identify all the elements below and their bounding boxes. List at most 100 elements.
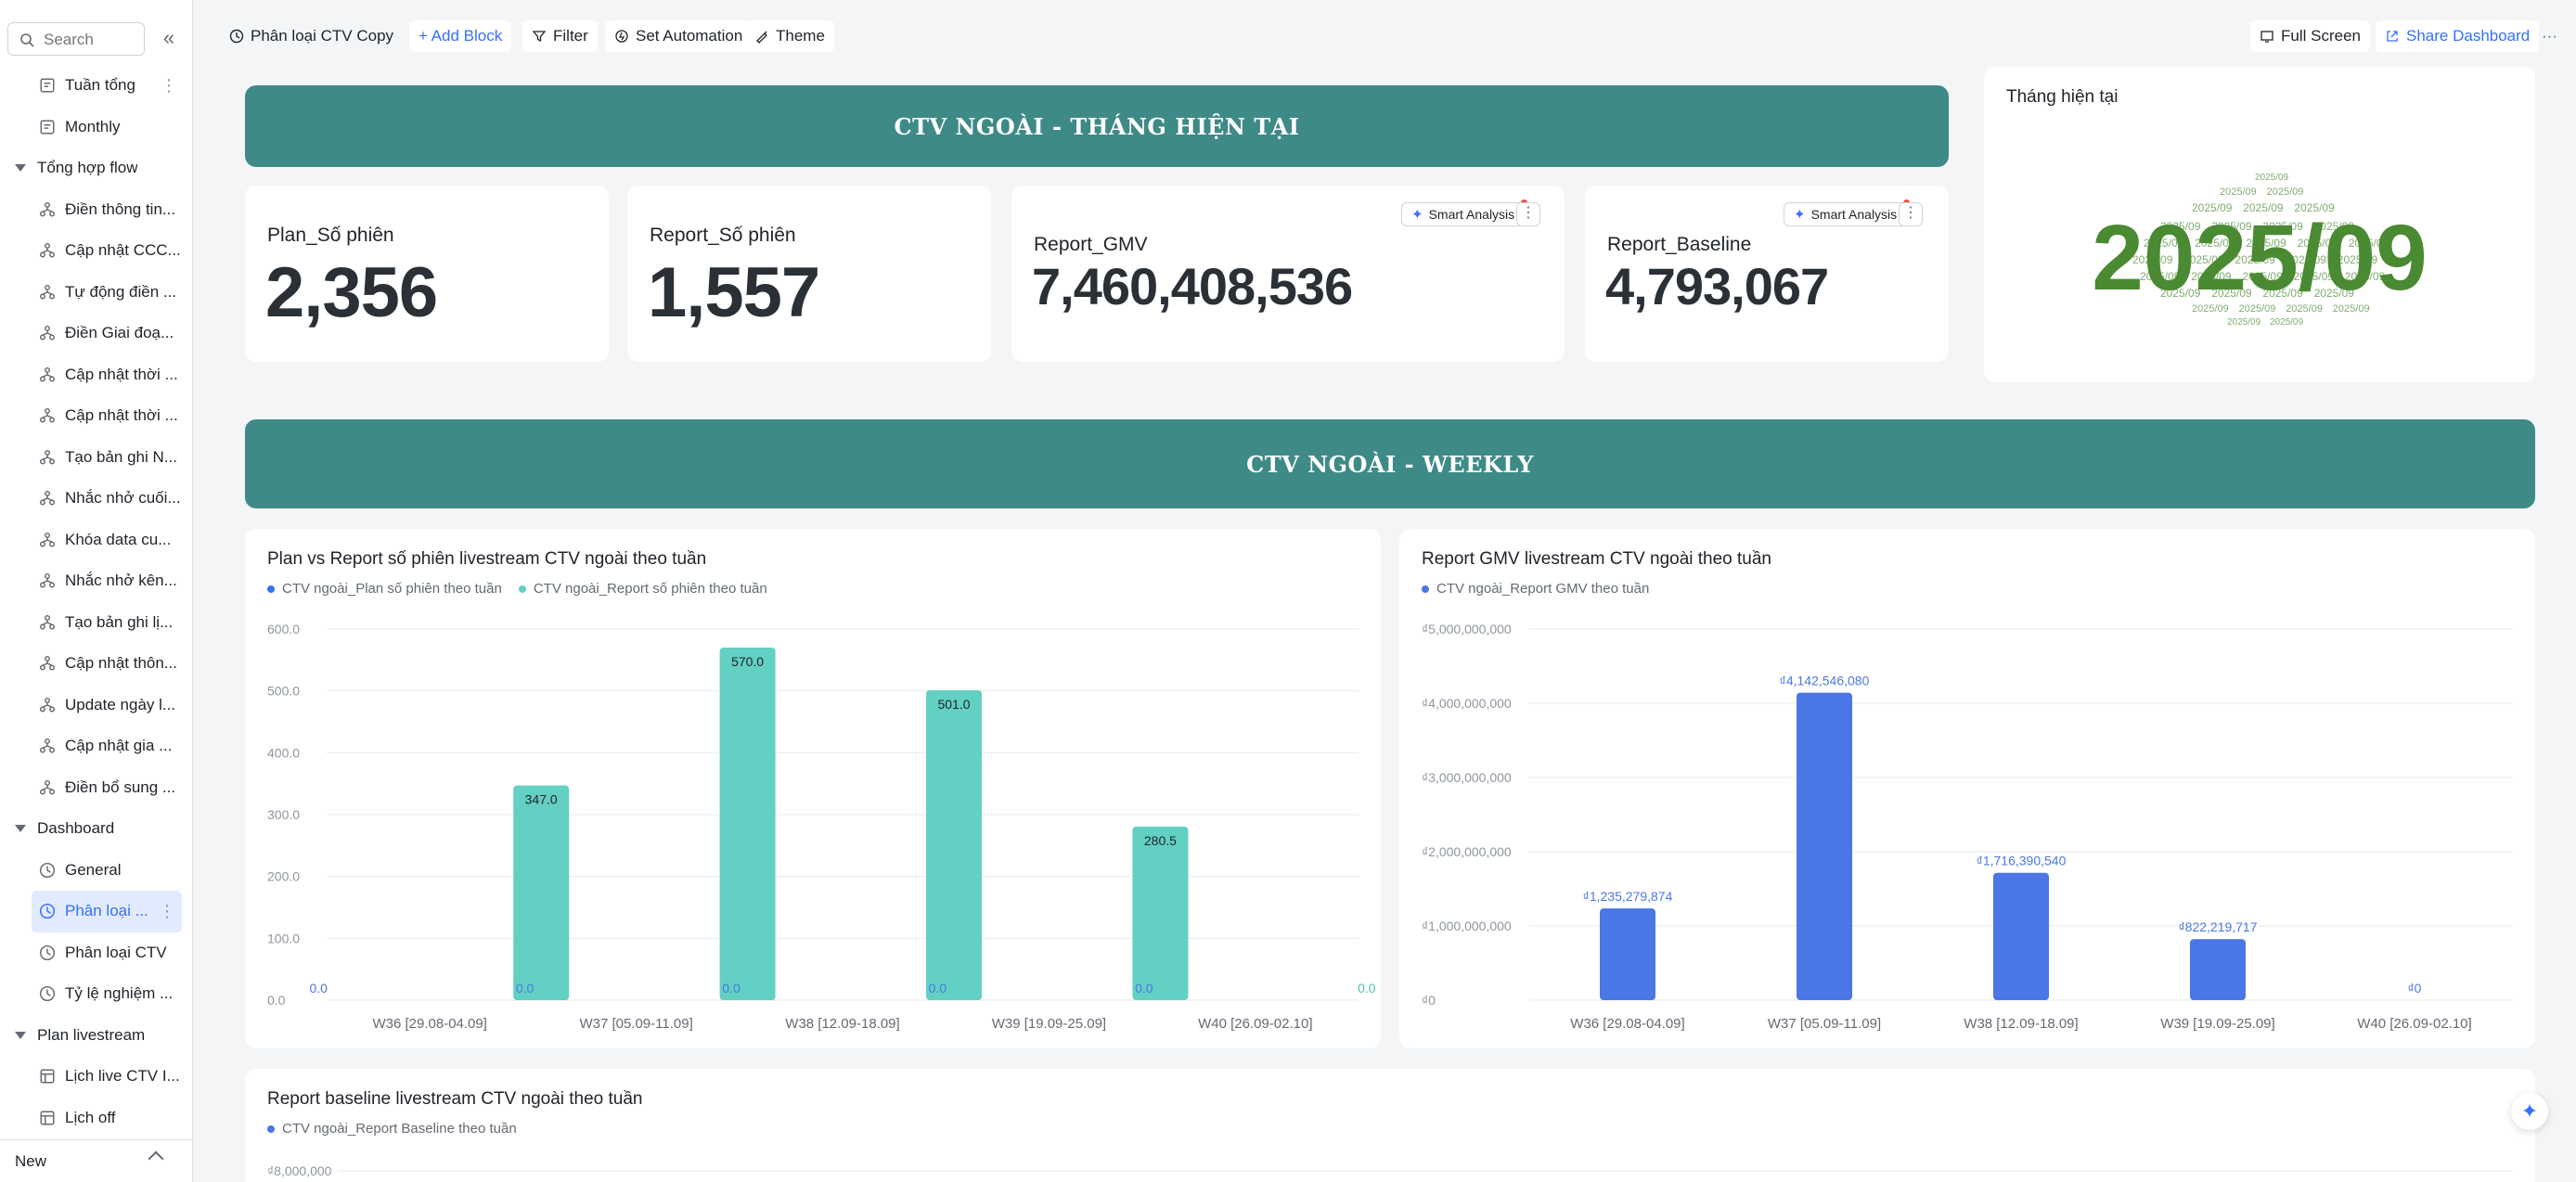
word-cloud-term: 2025/09 <box>2242 270 2283 283</box>
word-cloud-term: 2025/09 <box>2132 253 2173 266</box>
sidebar-item[interactable]: Cập nhật thời ... <box>0 395 193 437</box>
sidebar-item[interactable]: Phân loại CTV <box>0 932 193 974</box>
bar[interactable] <box>513 785 570 1000</box>
word-cloud-term: 2025/09 <box>2262 220 2303 233</box>
bar[interactable] <box>1600 908 1655 1000</box>
y-tick-label: ₫1,000,000,000 <box>1422 919 1512 933</box>
kpi-card-report[interactable]: Report_Số phiên 1,557 <box>627 186 991 362</box>
chevron-up-icon[interactable] <box>148 1150 164 1167</box>
sidebar-item[interactable]: Lịch live CTV I... <box>0 1056 193 1098</box>
sidebar-item-label: Cập nhật gia ... <box>65 737 173 755</box>
chart-card-gmv[interactable]: Report GMV livestream CTV ngoài theo tuầ… <box>1399 529 2535 1048</box>
dashboard-icon <box>39 986 56 1002</box>
search-icon <box>20 33 34 47</box>
sidebar-item[interactable]: General <box>0 850 193 892</box>
word-cloud-term: 2025/09 <box>2192 303 2229 315</box>
word-cloud-term: 2025/09 <box>2191 270 2232 283</box>
add-block-button[interactable]: + Add Block <box>409 20 512 52</box>
full-screen-button[interactable]: Full Screen <box>2250 20 2370 52</box>
share-dashboard-button[interactable]: Share Dashboard <box>2376 20 2540 52</box>
sidebar-group[interactable]: Dashboard <box>0 808 193 850</box>
legend-dot <box>1422 585 1429 594</box>
sidebar-item[interactable]: Phân loại ... ⋮ <box>32 891 182 932</box>
workflow-icon <box>39 532 56 547</box>
smart-analysis-button[interactable]: ✦ Smart Analysis <box>1784 199 1911 226</box>
smart-analysis-button[interactable]: ✦ Smart Analysis <box>1401 199 1528 226</box>
word-cloud-term: 2025/09 <box>2239 303 2276 315</box>
sidebar-group[interactable]: Plan livestream <box>0 1015 193 1057</box>
sidebar-item[interactable]: Lịch off <box>0 1098 193 1139</box>
sidebar-item-label: Tuần tổng <box>65 76 135 95</box>
legend-item[interactable]: CTV ngoài_Report Baseline theo tuần <box>267 1121 517 1137</box>
kpi-card-plan[interactable]: Plan_Số phiên 2,356 <box>245 186 609 362</box>
theme-button[interactable]: Theme <box>745 20 834 52</box>
word-cloud-term: 2025/09 <box>2183 253 2224 266</box>
workflow-icon <box>39 284 56 300</box>
bar[interactable] <box>1797 692 1852 1000</box>
legend-item[interactable]: CTV ngoài_Plan số phiên theo tuần <box>267 581 502 597</box>
sidebar-footer[interactable]: New <box>0 1139 193 1182</box>
sidebar-item[interactable]: Điền thông tin... <box>0 189 193 231</box>
more-options-button[interactable]: ··· <box>2542 27 2557 45</box>
card-menu-button[interactable]: ⋮ <box>1899 202 1923 226</box>
sidebar-item-label: Lịch off <box>65 1108 116 1126</box>
sidebar-item[interactable]: Tỷ lệ nghiệm ... <box>0 973 193 1015</box>
sidebar-item[interactable]: Cập nhật CCC... <box>0 230 193 272</box>
share-icon <box>2387 31 2398 42</box>
sidebar-item-label: Điền Giai đoạ... <box>65 324 174 342</box>
sidebar-item[interactable]: Cập nhật thời ... <box>0 354 193 396</box>
filter-button[interactable]: Filter <box>522 20 598 52</box>
caret-down-icon[interactable] <box>15 825 26 833</box>
y-tick-label: ₫8,000,000 <box>267 1163 332 1178</box>
bar[interactable] <box>1993 872 2049 1000</box>
dashboard-icon <box>39 862 56 878</box>
chart-card-baseline[interactable]: Report baseline livestream CTV ngoài the… <box>245 1069 2535 1182</box>
sidebar-item[interactable]: Tuần tổng ⋮ <box>0 65 193 107</box>
sidebar-item[interactable]: Cập nhật gia ... <box>0 726 193 767</box>
dashboard-name[interactable]: Phân loại CTV Copy <box>220 20 403 52</box>
kpi-card-baseline[interactable]: ✦ Smart Analysis ⋮ Report_Baseline 4,793,… <box>1585 186 1949 362</box>
card-menu-button[interactable]: ⋮ <box>1516 202 1540 226</box>
sidebar-item[interactable]: Nhắc nhở kên... <box>0 560 193 602</box>
kpi-card-gmv[interactable]: ✦ Smart Analysis ⋮ Report_GMV 7,460,408,5… <box>1011 186 1565 362</box>
sidebar-item[interactable]: Tạo bản ghi lị... <box>0 602 193 644</box>
caret-down-icon[interactable] <box>15 164 26 173</box>
sidebar-item-label: Nhắc nhở cuối... <box>65 489 181 507</box>
kpi-value: 2,356 <box>265 253 438 332</box>
bar[interactable] <box>2190 939 2246 1000</box>
search-box[interactable] <box>7 22 145 56</box>
chart-card-sessions[interactable]: Plan vs Report số phiên livestream CTV n… <box>245 529 1381 1048</box>
more-icon[interactable]: ⋮ <box>161 75 177 95</box>
sidebar-item[interactable]: Tạo bản ghi N... <box>0 437 193 479</box>
data-label: ₫1,235,279,874 <box>1583 889 1673 904</box>
y-tick-label: ₫0 <box>1422 993 1436 1008</box>
sidebar-group[interactable]: Tổng hợp flow <box>0 148 193 189</box>
sidebar-item[interactable]: Nhắc nhở cuối... <box>0 478 193 520</box>
legend-item[interactable]: CTV ngoài_Report GMV theo tuần <box>1422 581 1649 597</box>
sidebar-item[interactable]: Cập nhật thôn... <box>0 643 193 685</box>
sidebar-item-label: Tự động điền ... <box>65 282 177 301</box>
sidebar-item[interactable]: Điền bổ sung ... <box>0 767 193 809</box>
word-cloud-card[interactable]: Tháng hiện tại 2025/09 2025/09 2025/09 2025… <box>1984 67 2535 382</box>
ai-assistant-button[interactable]: ✦ <box>2511 1093 2548 1130</box>
sidebar-item[interactable]: Update ngày l... <box>0 685 193 726</box>
sidebar-item[interactable]: Khóa data cu... <box>0 520 193 561</box>
sidebar-item[interactable]: Monthly <box>0 107 193 148</box>
search-input[interactable] <box>44 29 136 51</box>
sidebar-item[interactable]: Tự động điền ... <box>0 272 193 314</box>
set-automation-button[interactable]: Set Automation <box>605 20 753 52</box>
caret-down-icon[interactable] <box>15 1031 26 1039</box>
chart-title: Report GMV livestream CTV ngoài theo tuầ… <box>1422 549 1772 569</box>
sidebar-item[interactable]: Điền Giai đoạ... <box>0 313 193 354</box>
y-tick-label: 200.0 <box>267 869 300 884</box>
new-button[interactable]: New <box>15 1151 47 1170</box>
more-icon[interactable]: ⋮ <box>159 901 175 920</box>
workflow-icon <box>39 449 56 465</box>
bar[interactable] <box>719 648 776 1000</box>
legend-item[interactable]: CTV ngoài_Report số phiên theo tuần <box>518 581 767 597</box>
bar[interactable] <box>1132 827 1189 1000</box>
word-cloud: 2025/09 2025/09 2025/09 2025/09 2025/09 2025/… <box>2092 173 2427 328</box>
bar[interactable] <box>926 690 982 1000</box>
collapse-sidebar-icon[interactable]: « <box>162 26 175 49</box>
sidebar-item-label: Tỷ lệ nghiệm ... <box>65 984 174 1003</box>
